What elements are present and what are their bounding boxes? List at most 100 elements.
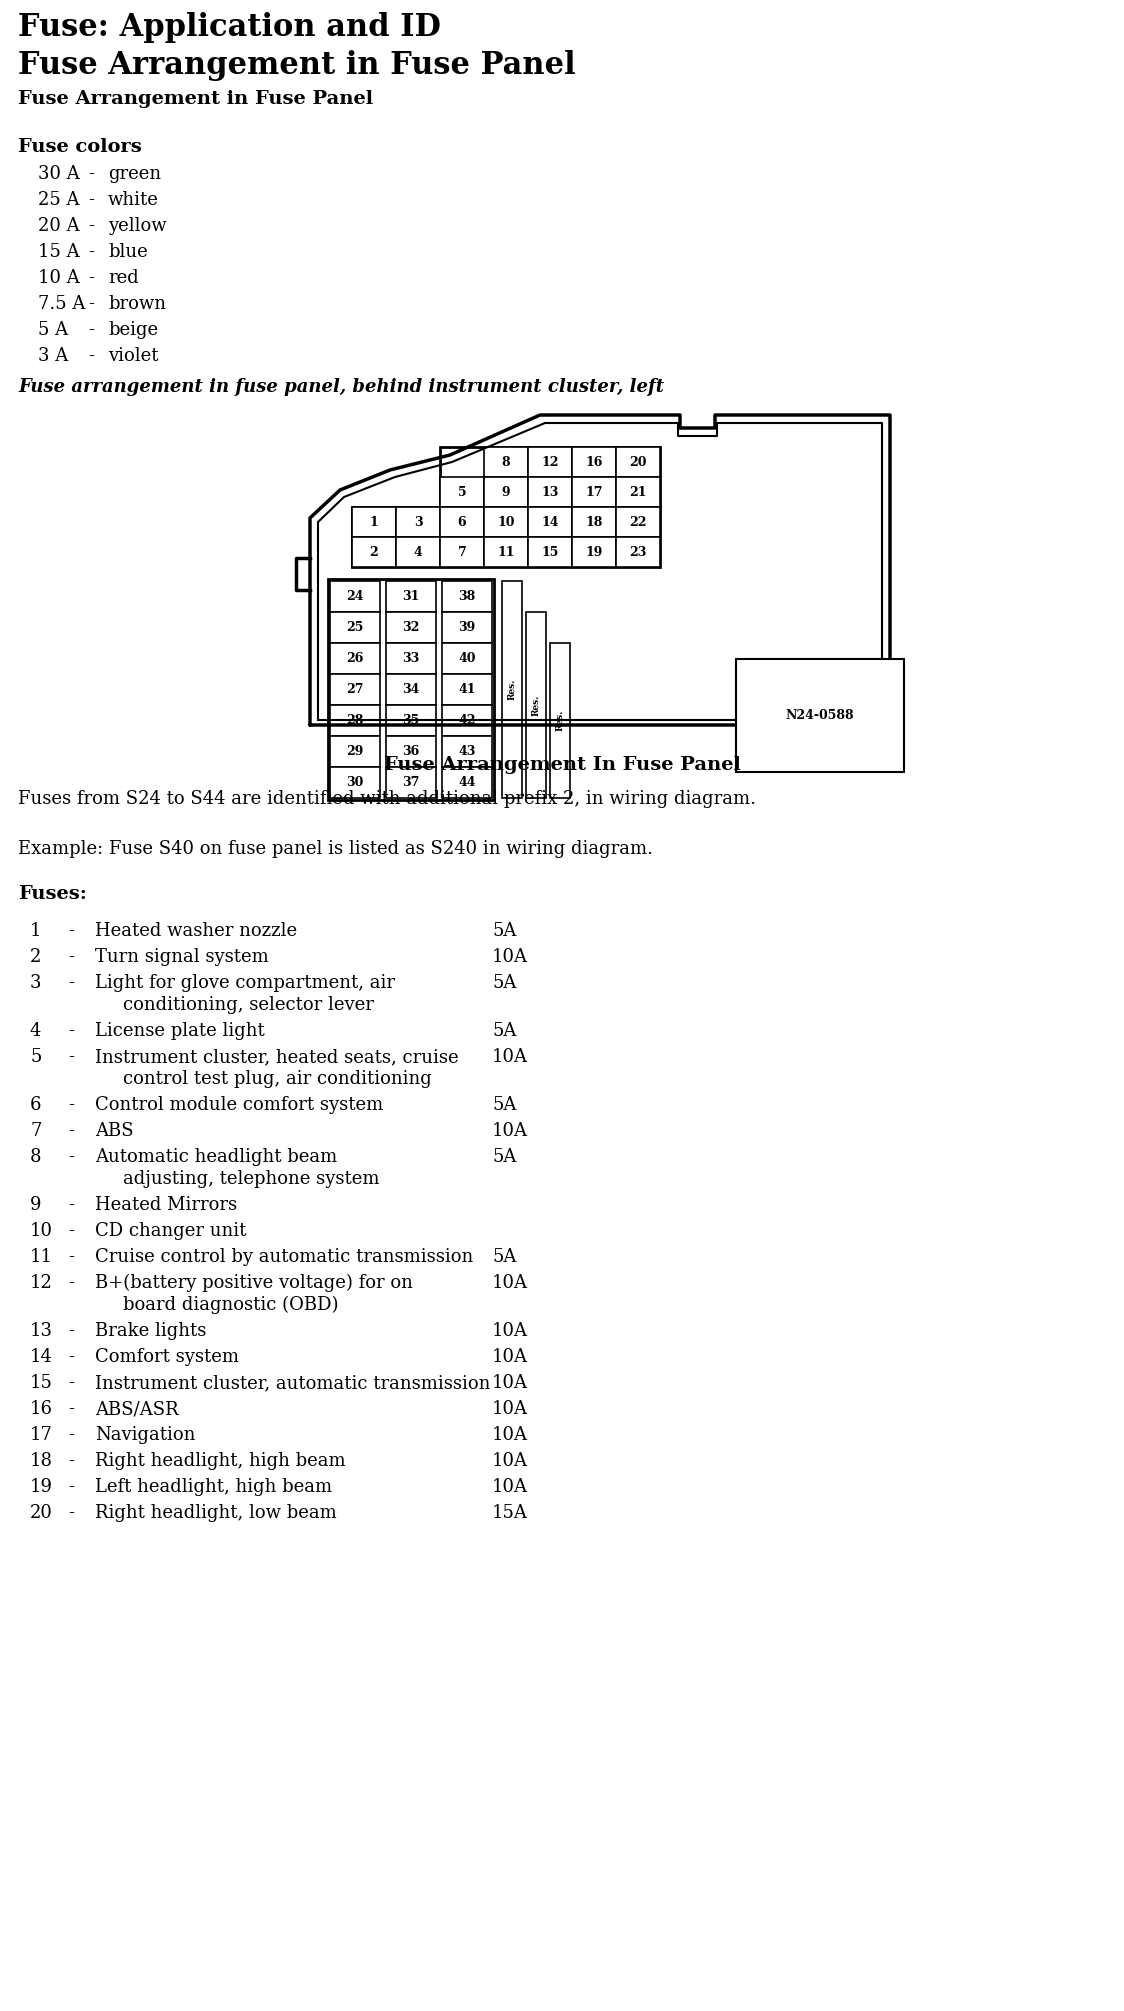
Bar bbox=[442, 644, 492, 674]
Text: 10A: 10A bbox=[492, 1122, 528, 1140]
Text: 7.5 A: 7.5 A bbox=[38, 296, 85, 314]
Text: 30 A: 30 A bbox=[38, 165, 80, 183]
Text: 35: 35 bbox=[402, 714, 419, 728]
Bar bbox=[439, 446, 660, 507]
Text: -: - bbox=[67, 1426, 74, 1444]
Text: white: white bbox=[108, 191, 158, 209]
Text: N24-0588: N24-0588 bbox=[786, 708, 854, 722]
Text: 33: 33 bbox=[402, 652, 419, 666]
Text: Fuse Arrangement in Fuse Panel: Fuse Arrangement in Fuse Panel bbox=[18, 90, 373, 109]
Text: 2: 2 bbox=[30, 947, 42, 965]
Text: ABS: ABS bbox=[96, 1122, 134, 1140]
Text: -: - bbox=[67, 1504, 74, 1522]
Bar bbox=[330, 581, 380, 611]
Text: Left headlight, high beam: Left headlight, high beam bbox=[96, 1478, 332, 1496]
Text: 7: 7 bbox=[457, 545, 466, 559]
Text: -: - bbox=[67, 1096, 74, 1114]
Text: 10: 10 bbox=[497, 515, 515, 529]
Text: 16: 16 bbox=[30, 1400, 53, 1418]
Text: Light for glove compartment, air: Light for glove compartment, air bbox=[96, 973, 395, 991]
Text: 5A: 5A bbox=[492, 1022, 516, 1040]
Text: Res.: Res. bbox=[532, 694, 541, 716]
Text: 7: 7 bbox=[30, 1122, 42, 1140]
Text: -: - bbox=[67, 1347, 74, 1365]
Text: red: red bbox=[108, 269, 138, 288]
Bar bbox=[550, 644, 570, 798]
Text: 40: 40 bbox=[459, 652, 475, 666]
Text: -: - bbox=[88, 165, 94, 183]
Bar bbox=[572, 477, 616, 507]
Text: 12: 12 bbox=[30, 1275, 53, 1291]
Text: Instrument cluster, automatic transmission: Instrument cluster, automatic transmissi… bbox=[96, 1374, 490, 1392]
Text: -: - bbox=[67, 1249, 74, 1267]
Text: 5: 5 bbox=[30, 1048, 42, 1066]
Bar bbox=[386, 581, 436, 611]
Bar bbox=[484, 477, 528, 507]
Text: 10A: 10A bbox=[492, 1275, 528, 1291]
Text: -: - bbox=[88, 322, 94, 340]
Text: 19: 19 bbox=[586, 545, 602, 559]
Text: -: - bbox=[67, 1321, 74, 1339]
Bar bbox=[484, 537, 528, 567]
Bar bbox=[439, 537, 484, 567]
Text: 10A: 10A bbox=[492, 1400, 528, 1418]
Text: Fuses from S24 to S44 are identified with additional prefix 2, in wiring diagram: Fuses from S24 to S44 are identified wit… bbox=[18, 790, 756, 808]
Text: 17: 17 bbox=[586, 485, 602, 499]
Text: 42: 42 bbox=[459, 714, 475, 728]
Text: 15 A: 15 A bbox=[38, 243, 80, 261]
Text: 5A: 5A bbox=[492, 1096, 516, 1114]
Text: 13: 13 bbox=[542, 485, 559, 499]
Text: 15: 15 bbox=[542, 545, 559, 559]
Bar bbox=[484, 507, 528, 537]
Text: 10A: 10A bbox=[492, 1426, 528, 1444]
Text: 30: 30 bbox=[346, 776, 364, 788]
Bar bbox=[442, 611, 492, 644]
Text: 3 A: 3 A bbox=[38, 348, 69, 366]
Text: Navigation: Navigation bbox=[96, 1426, 196, 1444]
Bar bbox=[330, 766, 380, 798]
Text: Fuse arrangement in fuse panel, behind instrument cluster, left: Fuse arrangement in fuse panel, behind i… bbox=[18, 378, 664, 396]
Bar bbox=[352, 507, 660, 567]
Text: Res.: Res. bbox=[555, 710, 564, 732]
Text: 38: 38 bbox=[459, 589, 475, 603]
Bar bbox=[330, 644, 380, 674]
Text: -: - bbox=[67, 947, 74, 965]
Text: 3: 3 bbox=[30, 973, 42, 991]
Text: Fuse: Application and ID: Fuse: Application and ID bbox=[18, 12, 441, 42]
Text: Turn signal system: Turn signal system bbox=[96, 947, 269, 965]
Text: 36: 36 bbox=[402, 744, 419, 758]
Text: ABS/ASR: ABS/ASR bbox=[96, 1400, 179, 1418]
Text: 10A: 10A bbox=[492, 1347, 528, 1365]
Bar bbox=[330, 706, 380, 736]
Bar bbox=[330, 611, 380, 644]
Text: 10A: 10A bbox=[492, 1478, 528, 1496]
Text: -: - bbox=[88, 269, 94, 288]
Bar bbox=[616, 507, 660, 537]
Text: 1: 1 bbox=[30, 921, 42, 939]
Text: 8: 8 bbox=[30, 1148, 42, 1166]
Bar bbox=[484, 446, 528, 477]
Text: -: - bbox=[88, 348, 94, 366]
Text: -: - bbox=[67, 1400, 74, 1418]
Bar bbox=[572, 537, 616, 567]
Text: 5A: 5A bbox=[492, 1249, 516, 1267]
Text: B+(battery positive voltage) for on: B+(battery positive voltage) for on bbox=[96, 1275, 413, 1293]
Text: Comfort system: Comfort system bbox=[96, 1347, 239, 1365]
Text: Automatic headlight beam: Automatic headlight beam bbox=[96, 1148, 337, 1166]
Text: Fuse colors: Fuse colors bbox=[18, 139, 142, 157]
Bar bbox=[396, 507, 439, 537]
Bar bbox=[442, 674, 492, 706]
Text: 11: 11 bbox=[497, 545, 515, 559]
Text: Right headlight, low beam: Right headlight, low beam bbox=[96, 1504, 337, 1522]
Text: -: - bbox=[67, 921, 74, 939]
Text: 23: 23 bbox=[629, 545, 646, 559]
Text: Example: Fuse S40 on fuse panel is listed as S240 in wiring diagram.: Example: Fuse S40 on fuse panel is liste… bbox=[18, 841, 653, 859]
Text: 27: 27 bbox=[346, 684, 364, 696]
Text: 24: 24 bbox=[346, 589, 364, 603]
Text: 17: 17 bbox=[30, 1426, 53, 1444]
Bar bbox=[330, 736, 380, 766]
Text: board diagnostic (OBD): board diagnostic (OBD) bbox=[123, 1295, 338, 1315]
Text: 25 A: 25 A bbox=[38, 191, 80, 209]
Text: 5: 5 bbox=[457, 485, 466, 499]
Bar bbox=[439, 507, 484, 537]
